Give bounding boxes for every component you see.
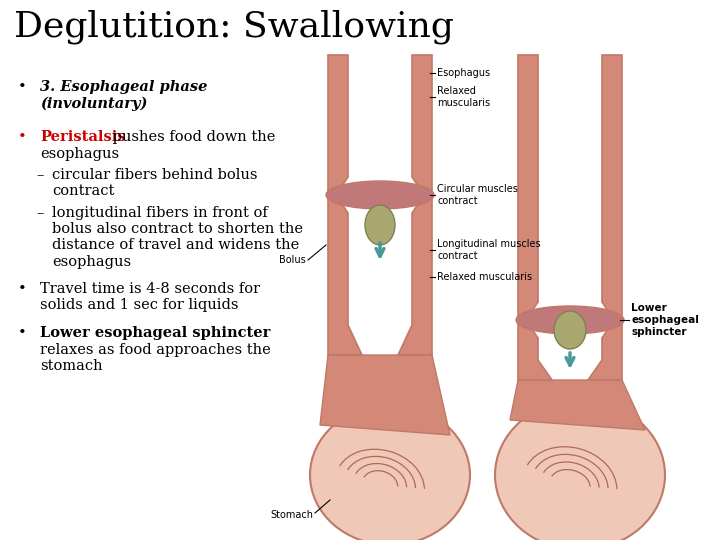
Text: Lower
esophageal
sphincter: Lower esophageal sphincter (631, 303, 699, 336)
Text: longitudinal fibers in front of
bolus also contract to shorten the
distance of t: longitudinal fibers in front of bolus al… (52, 206, 303, 268)
Polygon shape (398, 55, 432, 355)
Polygon shape (320, 355, 450, 435)
Polygon shape (588, 55, 622, 380)
Ellipse shape (365, 205, 395, 245)
Text: circular fibers behind bolus
contract: circular fibers behind bolus contract (52, 168, 258, 198)
Text: –: – (36, 168, 43, 182)
Text: •: • (18, 80, 27, 94)
Text: Peristalsis: Peristalsis (40, 130, 125, 144)
Text: Bolus: Bolus (279, 255, 306, 265)
Text: relaxes as food approaches the
stomach: relaxes as food approaches the stomach (40, 343, 271, 373)
Polygon shape (510, 380, 645, 430)
Text: Lower esophageal sphincter: Lower esophageal sphincter (40, 326, 271, 340)
Text: Travel time is 4-8 seconds for
solids and 1 sec for liquids: Travel time is 4-8 seconds for solids an… (40, 282, 260, 312)
Polygon shape (518, 55, 552, 380)
Text: –: – (36, 206, 43, 220)
Text: Deglutition: Swallowing: Deglutition: Swallowing (14, 10, 454, 44)
Ellipse shape (554, 311, 586, 349)
Ellipse shape (310, 405, 470, 540)
Text: •: • (18, 282, 27, 296)
Text: Longitudinal muscles
contract: Longitudinal muscles contract (437, 239, 541, 261)
Text: Stomach: Stomach (270, 510, 313, 520)
Polygon shape (328, 55, 362, 355)
Text: Esophagus: Esophagus (437, 68, 490, 78)
Text: Relaxed muscularis: Relaxed muscularis (437, 272, 532, 282)
Text: pushes food down the: pushes food down the (108, 130, 275, 144)
Text: •: • (18, 130, 27, 144)
Ellipse shape (516, 306, 624, 334)
Ellipse shape (326, 181, 434, 209)
Ellipse shape (495, 400, 665, 540)
Text: Relaxed
muscularis: Relaxed muscularis (437, 86, 490, 108)
Text: •: • (18, 326, 27, 340)
Text: 3. Esophageal phase
(involuntary): 3. Esophageal phase (involuntary) (40, 80, 207, 111)
Text: esophagus: esophagus (40, 147, 119, 161)
Text: Circular muscles
contract: Circular muscles contract (437, 184, 518, 206)
